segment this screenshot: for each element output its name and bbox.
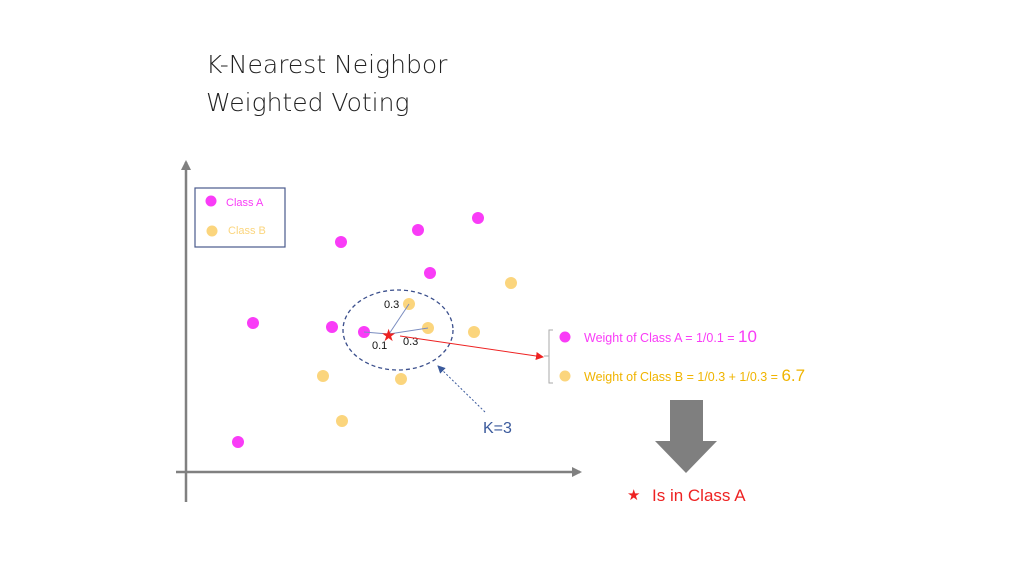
red-pointer-arrow [399, 335, 544, 360]
weight-class-b-value: 6.7 [781, 366, 805, 385]
distance-line [388, 327, 429, 335]
weight-class-b-text: Weight of Class B = 1/0.3 + 1/0.3 = [584, 370, 781, 384]
query-star-icon: ★ [381, 326, 396, 345]
class-a-point [232, 436, 244, 448]
legend-class-b-marker [206, 225, 218, 237]
title-line-1: K-Nearest Neighbor [206, 50, 448, 79]
class-a-point [326, 321, 338, 333]
k-label: K=3 [483, 420, 512, 437]
class-a-point [472, 212, 484, 224]
legend-class-a-label: Class A [226, 197, 264, 209]
class-a-points [232, 212, 484, 448]
weight-class-b-marker [559, 370, 571, 382]
class-b-point [395, 373, 407, 385]
result-text: Is in Class A [652, 486, 746, 505]
distance-label-left: 0.1 [372, 340, 387, 352]
distance-line [363, 331, 390, 335]
weights-bracket [544, 329, 553, 384]
legend-class-a-marker [205, 195, 217, 207]
legend-class-b-label: Class B [228, 225, 266, 237]
class-b-point [468, 326, 480, 338]
class-a-point [412, 224, 424, 236]
result-down-arrow-icon [655, 400, 717, 473]
weight-class-a-text: Weight of Class A = 1/0.1 = [584, 331, 738, 345]
weight-class-b: Weight of Class B = 1/0.3 + 1/0.3 = 6.7 [584, 366, 805, 385]
class-b-point [317, 370, 329, 382]
distance-label-right: 0.3 [403, 336, 418, 348]
class-a-point [335, 236, 347, 248]
weight-class-a-value: 10 [738, 327, 757, 346]
distance-label-top: 0.3 [384, 299, 399, 311]
class-b-point [336, 415, 348, 427]
legend-box [194, 187, 286, 248]
k-pointer-arrow [437, 365, 486, 413]
class-a-point [424, 267, 436, 279]
title-line-2: Weighted Voting [206, 88, 410, 117]
legend: Class A Class B [194, 187, 286, 248]
k-neighborhood-ellipse [342, 289, 454, 371]
weight-class-a-marker [559, 331, 571, 343]
result-star-icon: ★ [627, 487, 640, 504]
class-a-point [247, 317, 259, 329]
class-b-point [505, 277, 517, 289]
class-b-points [317, 277, 517, 427]
distance-line [388, 303, 410, 335]
weight-class-a: Weight of Class A = 1/0.1 = 10 [584, 327, 757, 346]
